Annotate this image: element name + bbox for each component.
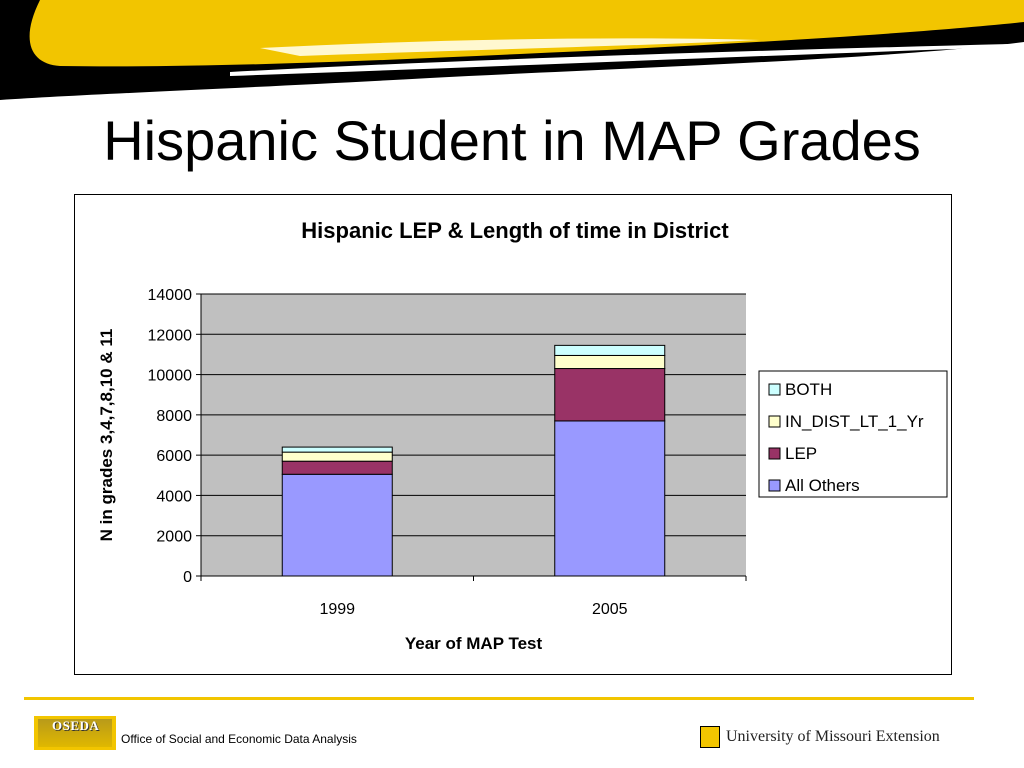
legend-label: LEP: [785, 444, 817, 463]
y-tick-label: 12000: [148, 327, 193, 344]
university-name: University of Missouri Extension: [726, 728, 940, 745]
organization-name: Office of Social and Economic Data Analy…: [121, 732, 357, 746]
bar-segment: [554, 368, 666, 422]
legend-swatch: [768, 447, 781, 460]
bar-segment: [281, 473, 393, 577]
y-tick-label: 14000: [148, 287, 193, 304]
legend-label: BOTH: [785, 380, 832, 399]
y-tick-label: 10000: [148, 368, 193, 385]
bar-segment: [281, 460, 393, 475]
chart-title: Hispanic LEP & Length of time in Distric…: [301, 218, 729, 243]
y-tick-label: 0: [183, 569, 192, 586]
bar-segment: [281, 446, 393, 453]
legend: [758, 370, 948, 498]
y-tick-label: 2000: [156, 529, 192, 546]
y-tick-label: 6000: [156, 448, 192, 465]
bar-segment: [554, 354, 666, 370]
chart: Hispanic LEP & Length of time in Distric…: [97, 218, 948, 653]
legend-swatch: [768, 415, 781, 428]
legend-label: IN_DIST_LT_1_Yr: [785, 412, 924, 431]
y-axis-label: N in grades 3,4,7,8,10 & 11: [97, 329, 116, 542]
bar-segment: [281, 451, 393, 462]
bar-segment: [554, 344, 666, 356]
x-tick-label: 1999: [319, 601, 355, 618]
y-tick-label: 8000: [156, 408, 192, 425]
oseda-logo-text: OSEDA: [52, 718, 100, 733]
slide-title: Hispanic Student in MAP Grades: [103, 109, 921, 172]
legend-label: All Others: [785, 476, 860, 495]
bar-segment: [554, 420, 666, 577]
oseda-logo: [34, 716, 116, 750]
x-axis-label: Year of MAP Test: [405, 634, 543, 653]
legend-swatch: [768, 383, 781, 396]
legend-swatch: [768, 479, 781, 492]
university-shield-icon: [700, 726, 720, 748]
footer-rule: [24, 697, 974, 700]
header-swoosh: [0, 0, 1024, 100]
x-tick-label: 2005: [592, 601, 628, 618]
chart-frame: Hispanic LEP & Length of time in Distric…: [74, 194, 952, 675]
y-tick-label: 4000: [156, 488, 192, 505]
